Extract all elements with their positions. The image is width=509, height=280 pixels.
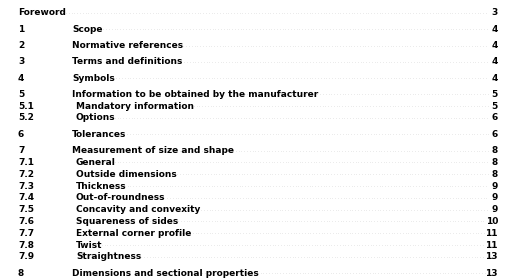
Text: 5.1: 5.1 bbox=[18, 102, 34, 111]
Text: 6: 6 bbox=[491, 130, 497, 139]
Text: Concavity and convexity: Concavity and convexity bbox=[76, 205, 200, 214]
Text: 4: 4 bbox=[491, 57, 497, 66]
Text: 7.5: 7.5 bbox=[18, 205, 34, 214]
Text: 4: 4 bbox=[491, 25, 497, 34]
Text: 7.1: 7.1 bbox=[18, 158, 34, 167]
Text: Mandatory information: Mandatory information bbox=[76, 102, 193, 111]
Text: 9: 9 bbox=[491, 193, 497, 202]
Text: Out-of-roundness: Out-of-roundness bbox=[76, 193, 165, 202]
Text: 13: 13 bbox=[485, 252, 497, 261]
Text: 11: 11 bbox=[485, 229, 497, 238]
Text: 13: 13 bbox=[485, 269, 497, 277]
Text: Dimensions and sectional properties: Dimensions and sectional properties bbox=[72, 269, 258, 277]
Text: Outside dimensions: Outside dimensions bbox=[76, 170, 177, 179]
Text: 5.2: 5.2 bbox=[18, 113, 34, 123]
Text: 4: 4 bbox=[491, 74, 497, 83]
Text: 8: 8 bbox=[491, 158, 497, 167]
Text: Thickness: Thickness bbox=[76, 181, 126, 190]
Text: 6: 6 bbox=[18, 130, 24, 139]
Text: Information to be obtained by the manufacturer: Information to be obtained by the manufa… bbox=[72, 90, 318, 99]
Text: 1: 1 bbox=[18, 25, 24, 34]
Text: 8: 8 bbox=[491, 146, 497, 155]
Text: External corner profile: External corner profile bbox=[76, 229, 191, 238]
Text: Measurement of size and shape: Measurement of size and shape bbox=[72, 146, 234, 155]
Text: Straightness: Straightness bbox=[76, 252, 141, 261]
Text: 7.4: 7.4 bbox=[18, 193, 34, 202]
Text: 2: 2 bbox=[18, 41, 24, 50]
Text: Foreword: Foreword bbox=[18, 8, 66, 17]
Text: 7.7: 7.7 bbox=[18, 229, 34, 238]
Text: 3: 3 bbox=[491, 8, 497, 17]
Text: 4: 4 bbox=[18, 74, 24, 83]
Text: Twist: Twist bbox=[76, 241, 102, 249]
Text: Normative references: Normative references bbox=[72, 41, 183, 50]
Text: 7: 7 bbox=[18, 146, 24, 155]
Text: 9: 9 bbox=[491, 205, 497, 214]
Text: 5: 5 bbox=[18, 90, 24, 99]
Text: 7.2: 7.2 bbox=[18, 170, 34, 179]
Text: Terms and definitions: Terms and definitions bbox=[72, 57, 182, 66]
Text: 7.3: 7.3 bbox=[18, 181, 34, 190]
Text: 4: 4 bbox=[491, 41, 497, 50]
Text: Options: Options bbox=[76, 113, 116, 123]
Text: 10: 10 bbox=[485, 217, 497, 226]
Text: 8: 8 bbox=[491, 170, 497, 179]
Text: Squareness of sides: Squareness of sides bbox=[76, 217, 178, 226]
Text: 7.6: 7.6 bbox=[18, 217, 34, 226]
Text: 3: 3 bbox=[18, 57, 24, 66]
Text: 7.8: 7.8 bbox=[18, 241, 34, 249]
Text: 6: 6 bbox=[491, 113, 497, 123]
Text: Tolerances: Tolerances bbox=[72, 130, 126, 139]
Text: Scope: Scope bbox=[72, 25, 102, 34]
Text: General: General bbox=[76, 158, 116, 167]
Text: Symbols: Symbols bbox=[72, 74, 115, 83]
Text: 8: 8 bbox=[18, 269, 24, 277]
Text: 11: 11 bbox=[485, 241, 497, 249]
Text: 9: 9 bbox=[491, 181, 497, 190]
Text: 5: 5 bbox=[491, 90, 497, 99]
Text: 5: 5 bbox=[491, 102, 497, 111]
Text: 7.9: 7.9 bbox=[18, 252, 34, 261]
